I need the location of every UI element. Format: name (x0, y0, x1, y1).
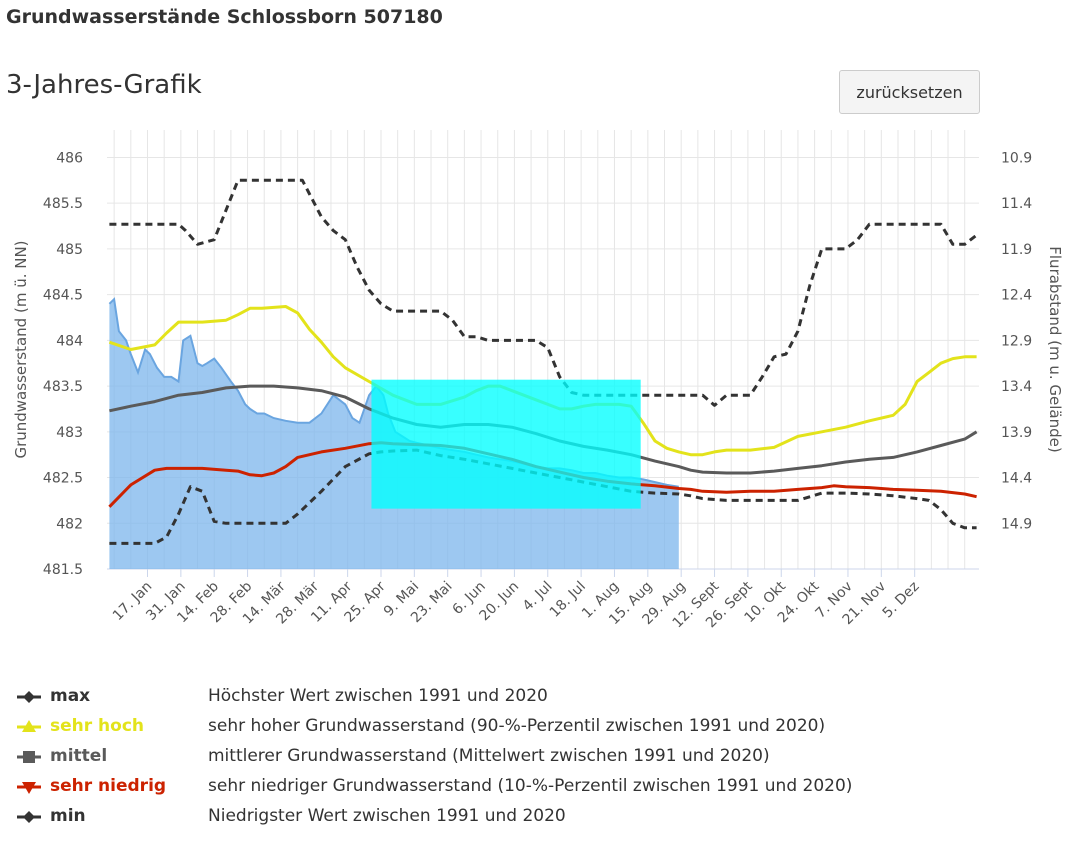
y-right-tick-label: 14.4 (1001, 471, 1032, 487)
legend-name-mittel: mittel (50, 746, 108, 766)
y-tick-label: 482.5 (43, 471, 83, 487)
y-right-tick-label: 11.4 (1001, 196, 1032, 212)
legend-name-sehr-hoch: sehr hoch (50, 716, 145, 736)
groundwater-chart[interactable]: 481.5 482 482.5 483 483.5 484 484.5 485 485.5 486… (0, 120, 1077, 650)
legend-item-max[interactable]: max Höchster Wert zwischen 1991 und 2020 (16, 684, 1016, 714)
station-title: Grundwasserstände Schlossborn 507180 (6, 6, 443, 28)
y-right-tick-label: 10.9 (1001, 150, 1032, 166)
y-tick-label: 481.5 (43, 562, 83, 578)
highlight-selection (371, 379, 641, 509)
legend-item-sehr-niedrig[interactable]: sehr niedrig sehr niedriger Grundwassers… (16, 774, 1016, 804)
legend-item-sehr-hoch[interactable]: sehr hoch sehr hoher Grundwasserstand (9… (16, 714, 1016, 744)
legend-desc-sehr-niedrig: sehr niedriger Grundwasserstand (10-%-Pe… (208, 776, 853, 796)
chart-title: 3-Jahres-Grafik (6, 70, 202, 100)
legend-desc-mittel: mittlerer Grundwasserstand (Mittelwert z… (208, 746, 770, 766)
legend: max Höchster Wert zwischen 1991 und 2020… (16, 684, 1016, 834)
y-right-tick-label: 12.4 (1001, 288, 1032, 304)
legend-item-min[interactable]: min Niedrigster Wert zwischen 1991 und 2… (16, 804, 1016, 834)
series-line-max (109, 178, 978, 407)
legend-name-max: max (50, 686, 91, 706)
y-tick-label: 485.5 (43, 196, 83, 212)
legend-item-mittel[interactable]: mittel mittlerer Grundwasserstand (Mitte… (16, 744, 1016, 774)
legend-symbol-mittel (17, 751, 41, 763)
y-tick-label: 486 (56, 150, 83, 166)
legend-name-min: min (50, 806, 86, 826)
y-tick-label: 482 (56, 516, 83, 532)
y-tick-label: 483 (56, 425, 83, 441)
legend-desc-sehr-hoch: sehr hoher Grundwasserstand (90-%-Perzen… (208, 716, 826, 736)
legend-desc-max: Höchster Wert zwischen 1991 und 2020 (208, 686, 548, 706)
y-tick-label: 485 (56, 242, 83, 258)
legend-symbol-sehr-hoch (17, 720, 41, 732)
y-right-tick-label: 12.9 (1001, 333, 1032, 349)
legend-symbol-sehr-niedrig (17, 782, 41, 794)
legend-symbol-max (17, 691, 41, 703)
y-right-axis-title: Flurabstand (m u. Gelände) (1046, 246, 1064, 452)
legend-name-sehr-niedrig: sehr niedrig (50, 776, 167, 796)
y-tick-label: 484 (56, 333, 83, 349)
y-right-tick-label: 13.4 (1001, 379, 1032, 395)
y-tick-label: 483.5 (43, 379, 83, 395)
reset-zoom-button[interactable]: zurücksetzen (839, 70, 980, 114)
y-right-tick-label: 14.9 (1001, 516, 1032, 532)
y-axis-title: Grundwasserstand (m ü. NN) (12, 240, 30, 458)
y-tick-label: 484.5 (43, 288, 83, 304)
x-tick-label: 5. Dez (880, 579, 923, 622)
legend-desc-min: Niedrigster Wert zwischen 1991 und 2020 (208, 806, 566, 826)
y-right-tick-label: 13.9 (1001, 425, 1032, 441)
legend-symbol-min (17, 811, 41, 823)
y-right-tick-label: 11.9 (1001, 242, 1032, 258)
